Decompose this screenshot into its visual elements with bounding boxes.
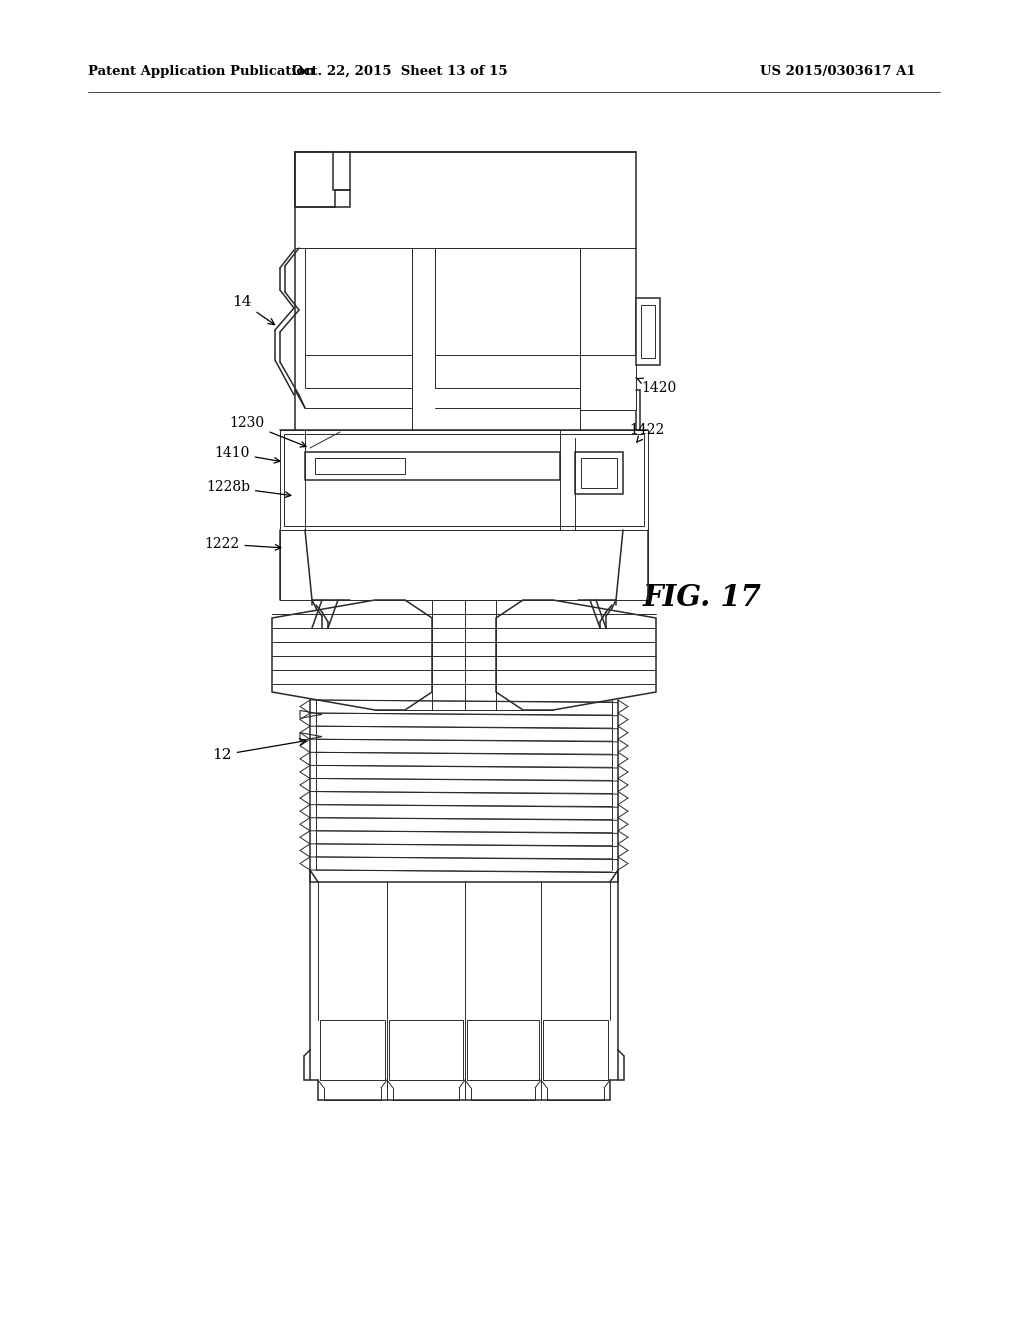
Text: 14: 14 bbox=[232, 294, 274, 325]
Bar bbox=[641, 305, 655, 358]
Bar bbox=[435, 248, 580, 388]
Bar bbox=[295, 152, 636, 430]
Polygon shape bbox=[300, 710, 322, 718]
Text: 1410: 1410 bbox=[214, 446, 280, 463]
Bar bbox=[305, 451, 560, 480]
Text: 12: 12 bbox=[212, 739, 306, 762]
Text: Patent Application Publication: Patent Application Publication bbox=[88, 65, 314, 78]
Text: US 2015/0303617 A1: US 2015/0303617 A1 bbox=[760, 65, 915, 78]
Bar bbox=[467, 1020, 539, 1080]
Text: 1230: 1230 bbox=[229, 416, 306, 447]
Bar bbox=[319, 1020, 385, 1080]
Text: 1222: 1222 bbox=[205, 537, 281, 550]
Polygon shape bbox=[496, 601, 656, 710]
Polygon shape bbox=[295, 152, 350, 207]
Text: 1228b: 1228b bbox=[206, 480, 291, 498]
Text: FIG. 17: FIG. 17 bbox=[643, 583, 762, 612]
Bar bbox=[543, 1020, 608, 1080]
Bar bbox=[315, 458, 406, 474]
Bar bbox=[280, 430, 648, 531]
Bar bbox=[636, 298, 660, 366]
Polygon shape bbox=[272, 601, 432, 710]
Text: 1420: 1420 bbox=[636, 378, 677, 395]
Bar bbox=[581, 458, 617, 488]
Bar bbox=[284, 434, 644, 525]
Bar bbox=[575, 451, 623, 494]
Bar bbox=[580, 355, 636, 411]
Text: Oct. 22, 2015  Sheet 13 of 15: Oct. 22, 2015 Sheet 13 of 15 bbox=[292, 65, 508, 78]
Bar bbox=[389, 1020, 463, 1080]
Bar bbox=[305, 248, 412, 388]
Text: 1422: 1422 bbox=[630, 422, 665, 442]
Bar bbox=[280, 531, 648, 601]
Polygon shape bbox=[300, 733, 322, 741]
